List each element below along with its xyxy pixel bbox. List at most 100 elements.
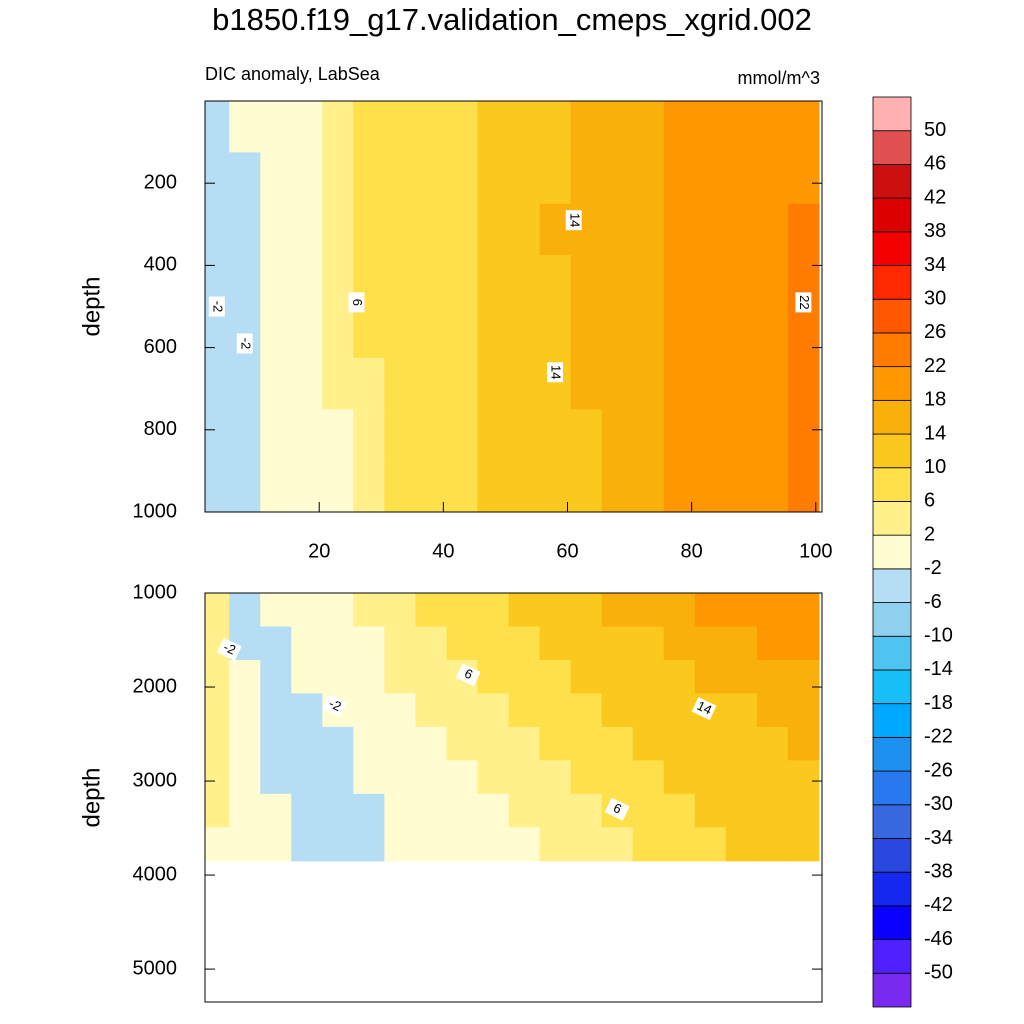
contour-cell [446,827,479,862]
contour-field [205,101,820,512]
contour-cell [756,626,789,661]
contour-cell [570,693,603,728]
colorbar-box [872,231,912,266]
contour-cell [756,460,789,512]
contour-cell [229,203,261,256]
contour-label-bg [208,296,225,317]
contour-cell [291,760,323,795]
contour-cell [477,357,510,410]
contour-cell [384,203,417,256]
contour-cell [229,760,261,795]
contour-label-bg [565,210,582,231]
contour-cell [756,693,789,728]
contour-cell [229,659,261,695]
contour-label-text: 6 [350,299,365,306]
contour-cell [756,306,789,359]
contour-cell [384,306,417,359]
contour-cell [446,255,479,308]
contour-cell [725,626,758,661]
colorbar-label: -10 [924,625,953,647]
contour-cell [291,152,323,205]
contour-cell [477,593,510,628]
contour-cell [205,409,230,462]
contour-cell [415,255,448,308]
contour-cell [694,203,727,256]
contour-cell [291,693,323,728]
contour-cell [663,203,696,256]
contour-label: -2 [322,694,348,718]
contour-cell [601,626,634,661]
contour-cell [601,203,634,256]
colorbar-label: -18 [924,692,953,714]
contour-cell [322,152,354,205]
contour-cell [787,460,820,512]
contour-cell [291,659,323,695]
colorbar-label: 42 [924,186,946,208]
contour-cell [725,760,758,795]
contour-cell [508,726,541,761]
contour-cell [415,203,448,256]
contour-cell [291,306,323,359]
contour-cell [632,827,665,862]
contour-cell [477,726,510,761]
contour-cell [205,593,230,628]
contour-cell [725,793,758,828]
y-tick-label: 4000 [133,863,178,885]
contour-cell [260,626,292,661]
contour-cell [508,409,541,462]
contour-cell [477,760,510,795]
contour-cell [477,152,510,205]
contour-cell [570,726,603,761]
contour-cell [787,152,820,205]
contour-cell [570,460,603,512]
plot-frame [204,592,823,1003]
colorbar-box [872,96,912,132]
colorbar-box [872,905,912,940]
colorbar-label: -26 [924,759,953,781]
contour-label: 14 [565,210,582,231]
colorbar-box [872,804,912,839]
contour-label: 22 [795,292,812,313]
contour-cell [353,593,385,628]
contour-cell [477,793,510,828]
contour-cell [229,460,261,512]
contour-cell [539,827,572,862]
contour-cell [632,593,665,628]
contour-cell [205,693,230,728]
contour-cell [725,593,758,628]
colorbar-box [872,871,912,907]
contour-cell [384,760,417,795]
contour-cell [601,726,634,761]
colorbar-box [872,534,912,570]
contour-cell [384,460,417,512]
contour-cell [570,101,603,153]
contour-cell [477,626,510,661]
contour-cell [601,306,634,359]
contour-cell [446,306,479,359]
contour-cell [694,306,727,359]
contour-cell [291,409,323,462]
contour-cell [632,255,665,308]
colorbar-label: -22 [924,726,953,748]
colorbar-label: 2 [924,523,935,545]
contour-cell [353,306,385,359]
contour-cell [632,693,665,728]
contour-label-bg [691,697,717,721]
y-tick-label: 400 [144,254,177,276]
colorbar-box [872,501,912,536]
contour-cell [205,357,230,410]
contour-cell [694,255,727,308]
contour-cell [477,827,510,862]
contour-cell [601,255,634,308]
subtitle: DIC anomaly, LabSea [205,64,381,84]
contour-cell [205,152,230,205]
contour-cell [291,255,323,308]
plot-frame [204,100,823,513]
contour-cell [353,760,385,795]
contour-cell [787,693,820,728]
contour-cell [539,306,572,359]
contour-cell [787,793,820,828]
contour-cell [632,760,665,795]
contour-cell [508,460,541,512]
contour-cell [384,659,417,695]
